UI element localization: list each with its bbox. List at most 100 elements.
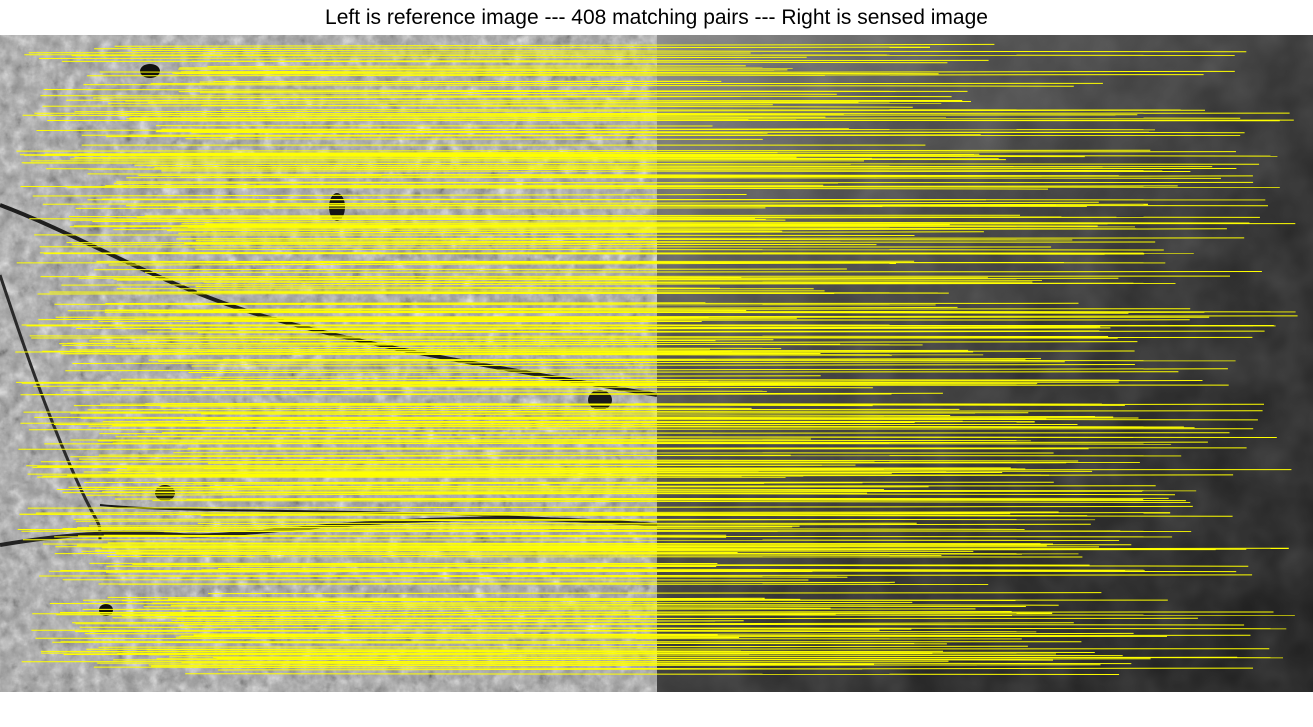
match-line (125, 100, 963, 102)
match-line (86, 492, 703, 496)
match-line (193, 632, 1134, 636)
match-line (69, 348, 711, 351)
match-line (77, 525, 800, 529)
match-line (101, 198, 1266, 201)
match-line (208, 592, 1102, 595)
match-line (144, 214, 1021, 217)
match-line (88, 523, 1091, 527)
match-line (32, 466, 1026, 470)
match-line (41, 652, 1057, 655)
match-line (180, 634, 1251, 637)
match-line (203, 281, 1176, 284)
match-line (178, 636, 740, 638)
match-line (218, 216, 1117, 220)
match-line (75, 519, 894, 522)
match-line (155, 291, 835, 294)
match-line (19, 513, 1088, 517)
match-line (29, 335, 1109, 337)
match-line (207, 65, 746, 68)
match-line (191, 364, 1135, 367)
match-line (108, 101, 859, 104)
match-line (74, 109, 1206, 113)
match-line (201, 104, 913, 108)
match-line (174, 73, 825, 76)
match-line (28, 428, 1254, 431)
match-line (36, 128, 849, 131)
match-line (17, 529, 1192, 532)
match-line (175, 311, 1129, 314)
match-line (22, 539, 1120, 541)
match-line (78, 458, 1079, 462)
match-line (75, 623, 1245, 626)
match-line (221, 575, 848, 578)
match-line (171, 327, 1111, 331)
match-line (27, 473, 1050, 476)
match-line (65, 353, 892, 356)
match-line (62, 526, 793, 529)
match-line (31, 336, 1253, 339)
match-line (197, 330, 1265, 334)
figure-title: Left is reference image --- 408 matching… (325, 6, 988, 29)
match-line (216, 658, 1054, 661)
match-line (60, 351, 974, 355)
match-line (140, 385, 873, 389)
match-line (143, 606, 831, 609)
match-line (190, 552, 1079, 555)
match-line (42, 201, 1099, 205)
match-line (195, 286, 720, 289)
match-line (46, 168, 1163, 172)
match-line (200, 413, 951, 416)
match-line (152, 500, 1191, 503)
match-line (145, 403, 1125, 406)
match-line (217, 417, 1139, 420)
match-line (21, 660, 949, 663)
match-line (209, 527, 1025, 530)
match-line (114, 498, 1144, 501)
match-line (114, 43, 995, 47)
image-pair (0, 35, 1313, 692)
match-line (83, 84, 1074, 87)
match-line (201, 569, 1126, 572)
match-line (185, 138, 763, 140)
match-line (74, 157, 872, 159)
match-line (97, 662, 875, 665)
match-line (70, 439, 1031, 442)
match-line (188, 371, 1179, 373)
match-line (99, 432, 1230, 435)
match-line (205, 261, 1166, 264)
match-line (55, 315, 1298, 318)
match-line (102, 158, 1006, 161)
sensed-image (657, 35, 1313, 692)
match-line (186, 499, 1186, 502)
match-line (152, 563, 1090, 566)
match-line (146, 165, 1014, 167)
match-line (105, 184, 824, 187)
match-line (15, 350, 1135, 353)
match-line (72, 620, 744, 624)
match-line (180, 69, 788, 73)
match-line (100, 403, 873, 407)
match-line (196, 277, 742, 279)
match-line (143, 114, 1116, 116)
match-line (185, 673, 1120, 675)
match-line (178, 230, 783, 234)
match-line (120, 378, 1120, 381)
match-line (176, 238, 1073, 241)
match-line (144, 271, 1262, 273)
match-line (88, 425, 1195, 429)
match-line (199, 92, 837, 95)
match-line (16, 149, 1151, 152)
match-line (116, 181, 839, 184)
match-line (76, 544, 1132, 546)
road-feature (0, 274, 102, 541)
match-line (181, 661, 1132, 665)
match-line (115, 346, 782, 349)
match-line (34, 234, 915, 236)
match-line (75, 207, 766, 209)
match-line (213, 175, 1042, 178)
match-line (67, 310, 1296, 313)
match-line (40, 95, 952, 98)
match-line (18, 448, 1089, 450)
match-line (106, 564, 845, 567)
